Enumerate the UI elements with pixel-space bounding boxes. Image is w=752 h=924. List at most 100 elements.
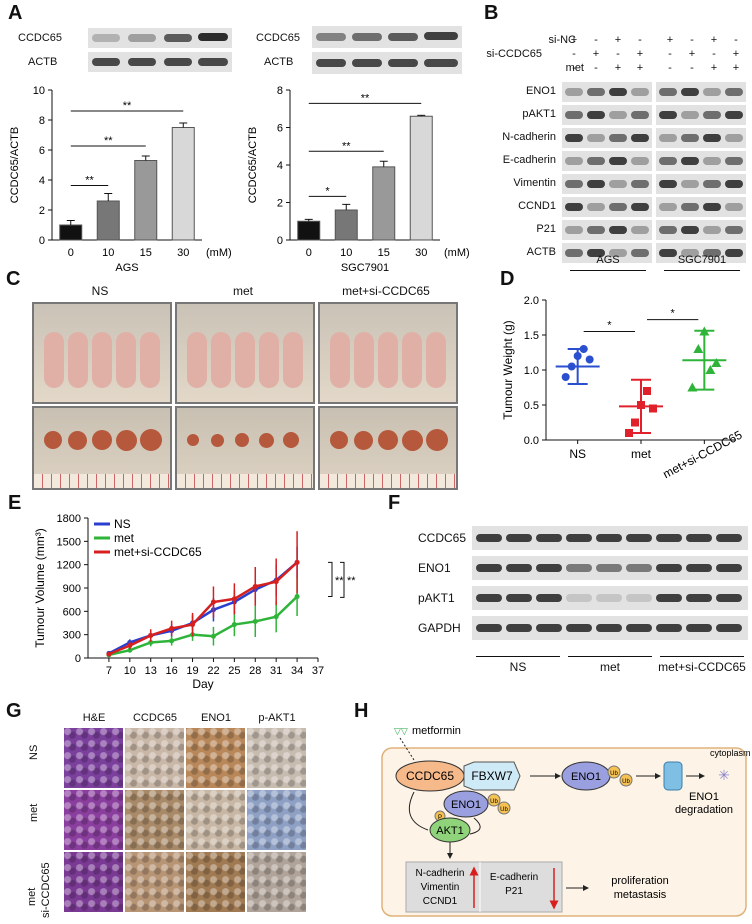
ub-icon	[487, 793, 501, 807]
condition-sign: -	[668, 62, 672, 74]
ub-text-4: Ub	[622, 779, 630, 785]
x-axis-label: SGC7901	[341, 262, 389, 274]
tumour	[211, 433, 224, 447]
condition-sign: +	[710, 62, 718, 74]
row-label: NS	[28, 744, 40, 760]
stain-label: CCDC65	[132, 712, 177, 724]
data-point	[561, 373, 570, 381]
blot-row	[562, 151, 652, 171]
bar	[334, 209, 358, 241]
blot-row	[656, 243, 746, 263]
tumour-photo	[32, 406, 172, 490]
y-tick-label: 0.0	[524, 435, 539, 447]
unit-label: (mM)	[206, 247, 232, 259]
group-underline	[568, 656, 652, 657]
band	[626, 624, 652, 632]
condition-sign: -	[690, 62, 694, 74]
cell-line-label: SGC7901	[677, 254, 727, 266]
band	[686, 624, 712, 632]
tumour	[259, 432, 274, 448]
y-tick-label: 300	[63, 630, 81, 642]
down-marker-2: P21	[505, 886, 523, 897]
x-tick-label: 15	[140, 247, 152, 259]
condition-sign: -	[712, 48, 716, 60]
band	[565, 157, 583, 165]
y-tick-label: 0.5	[524, 400, 539, 412]
significance-bracket	[340, 561, 345, 598]
blot-row	[472, 616, 748, 640]
x-tick-label: met	[631, 447, 652, 461]
ub-text-1: Ub	[490, 799, 498, 805]
panel-label-d: D	[500, 268, 515, 290]
x-axis-label: Day	[192, 677, 213, 691]
mice-photo	[175, 302, 315, 404]
x-tick-label: 10	[124, 665, 136, 677]
y-tick-label: 2	[277, 198, 283, 210]
bar	[171, 127, 195, 241]
panel-c-photos: NS met met+si-CCDC65	[32, 280, 490, 490]
band	[566, 594, 592, 602]
blot-row	[472, 586, 748, 610]
y-axis-label: CCDC65/ACTB	[9, 127, 21, 203]
condition-sign: +	[614, 34, 622, 46]
band	[631, 111, 649, 119]
condition-sign: +	[614, 62, 622, 74]
condition-sign: -	[668, 48, 672, 60]
band	[565, 249, 583, 257]
band	[587, 88, 605, 96]
band	[566, 564, 592, 572]
ihc-tile	[125, 728, 184, 788]
band	[587, 134, 605, 142]
band	[681, 111, 699, 119]
tumour	[140, 429, 162, 451]
data-point	[294, 559, 300, 565]
legend-label: NS	[114, 517, 131, 531]
mouse	[187, 332, 207, 388]
ccdc65-text: CCDC65	[406, 769, 454, 783]
blot-row	[562, 128, 652, 148]
fbxw7-node	[463, 761, 521, 791]
condition-sign: +	[666, 34, 674, 46]
band	[725, 134, 743, 142]
band	[656, 534, 682, 542]
panel-label-g: G	[6, 700, 22, 722]
y-tick-label: 0	[39, 235, 45, 247]
y-tick-label: 6	[39, 145, 45, 157]
protein-label: E-cadherin	[502, 154, 556, 166]
tumour	[187, 434, 199, 446]
x-tick-label: 0	[306, 247, 312, 259]
y-tick-label: 2.0	[524, 295, 539, 307]
condition-sign: -	[572, 48, 576, 60]
ihc-tile	[125, 790, 184, 850]
band	[596, 564, 622, 572]
y-tick-label: 4	[39, 175, 45, 187]
group-label: met+si-CCDC65	[658, 660, 746, 674]
mouse	[259, 332, 279, 388]
protein-label: CCDC65	[418, 531, 467, 545]
mice-photo	[32, 302, 172, 404]
p-text: P	[438, 815, 442, 821]
blot-row	[472, 556, 748, 580]
protein-label: P21	[536, 223, 556, 235]
band	[703, 180, 721, 188]
tumour	[330, 431, 348, 449]
protein-label: GAPDH	[418, 621, 461, 635]
series-line	[108, 561, 298, 656]
band	[476, 534, 502, 542]
band	[596, 534, 622, 542]
data-point	[148, 639, 154, 645]
band	[536, 624, 562, 632]
band	[596, 624, 622, 632]
x-tick-label: 15	[378, 247, 390, 259]
data-point	[711, 358, 722, 367]
data-point	[210, 633, 216, 639]
band	[506, 564, 532, 572]
band	[659, 226, 677, 234]
line-tumour-volume: 0 300 600 900 1200 1500 1800 7 10 13 16 19 22 25 28 31 3…	[33, 513, 356, 691]
ihc-tile	[186, 728, 245, 788]
blot-ccdc65-sgc	[312, 26, 462, 48]
bar	[297, 220, 321, 241]
mouse	[92, 332, 112, 388]
condition-sign: +	[636, 62, 644, 74]
panel-label-c: C	[6, 268, 21, 290]
